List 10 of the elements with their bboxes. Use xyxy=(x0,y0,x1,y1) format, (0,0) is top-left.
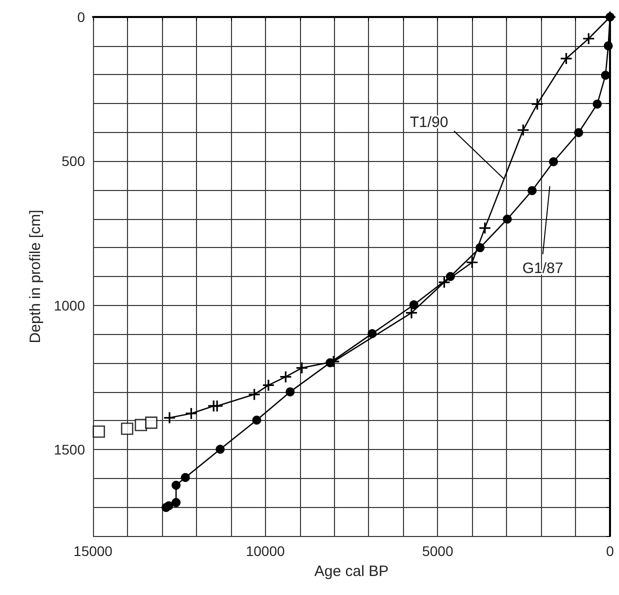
y-tick-label: 0 xyxy=(77,9,86,25)
y-tick-label: 1000 xyxy=(54,297,86,314)
x-axis-title: Age cal BP xyxy=(314,563,389,580)
x-tick-label: 0 xyxy=(606,543,614,559)
y-tick-label: 1500 xyxy=(54,442,86,458)
x-tick-label: 15000 xyxy=(74,543,113,559)
x-tick-label: 10000 xyxy=(246,543,286,559)
x-tick-label: 5000 xyxy=(422,543,454,559)
y-tick-label: 500 xyxy=(62,153,86,170)
y-axis-title: Depth in profile [cm] xyxy=(26,210,44,344)
